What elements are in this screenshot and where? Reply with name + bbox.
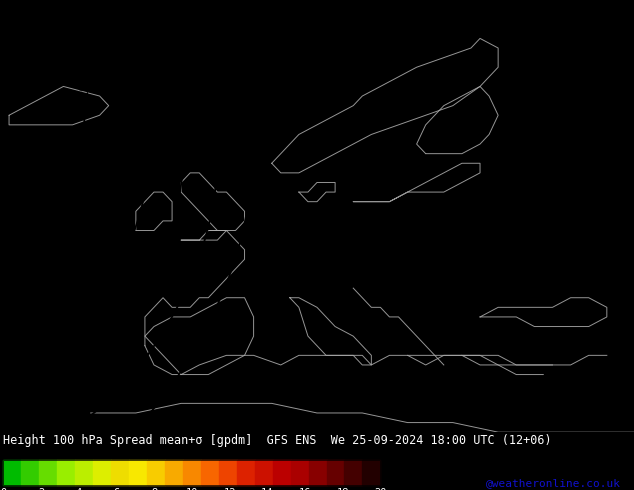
FancyBboxPatch shape <box>57 460 75 486</box>
FancyBboxPatch shape <box>21 460 39 486</box>
Text: 14: 14 <box>261 488 273 490</box>
FancyBboxPatch shape <box>309 460 327 486</box>
Text: 12: 12 <box>223 488 236 490</box>
FancyBboxPatch shape <box>363 460 380 486</box>
Text: 16: 16 <box>299 488 311 490</box>
Text: 10: 10 <box>186 488 198 490</box>
Text: 20: 20 <box>374 488 387 490</box>
FancyBboxPatch shape <box>3 460 21 486</box>
Text: 1630: 1630 <box>127 28 144 55</box>
FancyBboxPatch shape <box>201 460 219 486</box>
Text: Height 100 hPa Spread mean+σ [gpdm]  GFS ENS  We 25-09-2024 18:00 UTC (12+06): Height 100 hPa Spread mean+σ [gpdm] GFS … <box>3 434 552 447</box>
FancyBboxPatch shape <box>344 460 363 486</box>
Text: 1620: 1620 <box>91 26 110 52</box>
FancyBboxPatch shape <box>327 460 344 486</box>
Text: 0: 0 <box>0 488 6 490</box>
FancyBboxPatch shape <box>39 460 57 486</box>
FancyBboxPatch shape <box>219 460 236 486</box>
FancyBboxPatch shape <box>290 460 309 486</box>
FancyBboxPatch shape <box>183 460 201 486</box>
Text: 4: 4 <box>75 488 82 490</box>
FancyBboxPatch shape <box>165 460 183 486</box>
Text: 1640: 1640 <box>162 29 178 55</box>
Text: 2: 2 <box>38 488 44 490</box>
FancyBboxPatch shape <box>111 460 129 486</box>
Text: 1610: 1610 <box>74 79 88 105</box>
FancyBboxPatch shape <box>75 460 93 486</box>
FancyBboxPatch shape <box>236 460 255 486</box>
Text: 8: 8 <box>151 488 157 490</box>
Text: 1650: 1650 <box>195 30 211 56</box>
FancyBboxPatch shape <box>255 460 273 486</box>
FancyBboxPatch shape <box>147 460 165 486</box>
Text: 18: 18 <box>337 488 349 490</box>
Text: 6: 6 <box>113 488 119 490</box>
Text: @weatheronline.co.uk: @weatheronline.co.uk <box>486 478 621 488</box>
FancyBboxPatch shape <box>129 460 147 486</box>
Text: 1660: 1660 <box>229 30 244 56</box>
FancyBboxPatch shape <box>273 460 290 486</box>
FancyBboxPatch shape <box>93 460 111 486</box>
